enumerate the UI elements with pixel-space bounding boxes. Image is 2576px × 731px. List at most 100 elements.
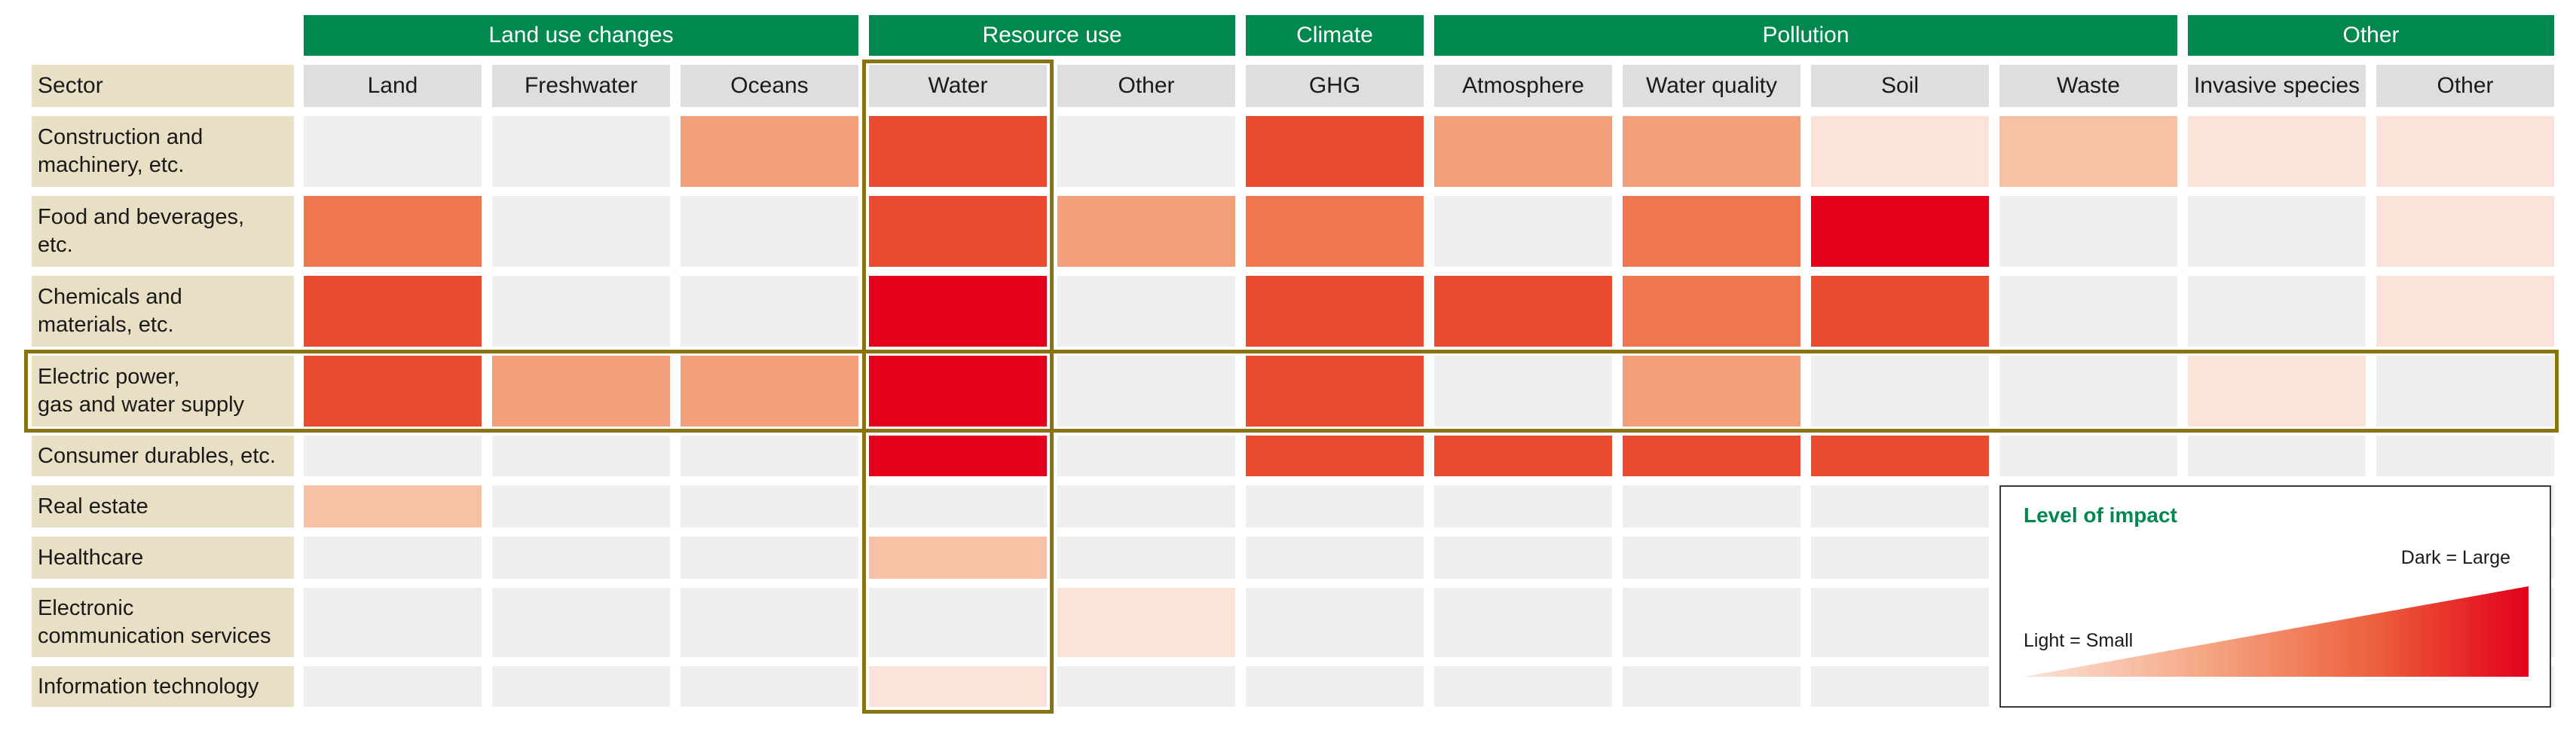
heatmap-cell-r1-c0 — [304, 196, 482, 267]
heatmap-cell-r4-c3 — [869, 436, 1047, 476]
heatmap-cell-r3-c4 — [1057, 356, 1235, 427]
heatmap-cell-r2-c0 — [304, 276, 482, 347]
heatmap-cell-r4-c10 — [2188, 436, 2366, 476]
group-header-pollution: Pollution — [1434, 15, 2177, 56]
column-header-invasive-species-10: Invasive species — [2188, 65, 2366, 107]
heatmap-cell-r3-c11 — [2376, 356, 2554, 427]
heatmap-cell-r6-c1 — [492, 537, 670, 579]
row-header-real-estate: Real estate — [32, 485, 294, 528]
heatmap-cell-r3-c1 — [492, 356, 670, 427]
heatmap-cell-r0-c3 — [869, 116, 1047, 187]
heatmap-cell-r1-c5 — [1246, 196, 1424, 267]
column-header-atmosphere-6: Atmosphere — [1434, 65, 1612, 107]
heatmap-cell-r4-c6 — [1434, 436, 1612, 476]
heatmap-cell-r3-c10 — [2188, 356, 2366, 427]
row-header-construction-and-machinery-etc: Construction and machinery, etc. — [32, 116, 294, 187]
heatmap-cell-r6-c5 — [1246, 537, 1424, 579]
row-header-consumer-durables-etc: Consumer durables, etc. — [32, 436, 294, 476]
heatmap-cell-r4-c2 — [681, 436, 858, 476]
heatmap-cell-r0-c10 — [2188, 116, 2366, 187]
heatmap-cell-r0-c4 — [1057, 116, 1235, 187]
heatmap-cell-r6-c2 — [681, 537, 858, 579]
heatmap-cell-r0-c7 — [1623, 116, 1800, 187]
legend-gradient-wedge — [2024, 586, 2529, 677]
heatmap-cell-r6-c7 — [1623, 537, 1800, 579]
heatmap-cell-r4-c0 — [304, 436, 482, 476]
heatmap-cell-r1-c9 — [1999, 196, 2177, 267]
heatmap-cell-r2-c10 — [2188, 276, 2366, 347]
row-header-information-technology: Information technology — [32, 666, 294, 707]
heatmap-cell-r4-c5 — [1246, 436, 1424, 476]
heatmap-cell-r4-c7 — [1623, 436, 1800, 476]
legend-light-label: Light = Small — [2024, 630, 2134, 651]
heatmap-cell-r5-c2 — [681, 485, 858, 528]
heatmap-cell-r0-c6 — [1434, 116, 1612, 187]
heatmap-cell-r8-c0 — [304, 666, 482, 707]
heatmap-cell-r2-c11 — [2376, 276, 2554, 347]
heatmap-cell-r4-c8 — [1811, 436, 1989, 476]
heatmap-cell-r3-c7 — [1623, 356, 1800, 427]
heatmap-cell-r8-c1 — [492, 666, 670, 707]
heatmap-cell-r7-c2 — [681, 588, 858, 657]
heatmap-cell-r1-c8 — [1811, 196, 1989, 267]
heatmap-cell-r7-c6 — [1434, 588, 1612, 657]
row-header-electric-power-gas-and-water-supply: Electric power, gas and water supply — [32, 356, 294, 427]
heatmap-cell-r7-c5 — [1246, 588, 1424, 657]
group-header-resource-use: Resource use — [869, 15, 1235, 56]
column-header-ghg-5: GHG — [1246, 65, 1424, 107]
heatmap-cell-r3-c8 — [1811, 356, 1989, 427]
heatmap-cell-r0-c1 — [492, 116, 670, 187]
heatmap-cell-r3-c9 — [1999, 356, 2177, 427]
sector-header: Sector — [32, 65, 294, 107]
heatmap-cell-r7-c3 — [869, 588, 1047, 657]
heatmap-cell-r1-c1 — [492, 196, 670, 267]
heatmap-cell-r3-c0 — [304, 356, 482, 427]
heatmap-cell-r2-c9 — [1999, 276, 2177, 347]
column-header-land-0: Land — [304, 65, 482, 107]
column-header-soil-8: Soil — [1811, 65, 1989, 107]
group-header-land-use-changes: Land use changes — [304, 15, 858, 56]
row-header-chemicals-and-materials-etc: Chemicals and materials, etc. — [32, 276, 294, 347]
heatmap-cell-r5-c0 — [304, 485, 482, 528]
heatmap-cell-r5-c4 — [1057, 485, 1235, 528]
heatmap-cell-r0-c8 — [1811, 116, 1989, 187]
heatmap-cell-r8-c4 — [1057, 666, 1235, 707]
heatmap-cell-r0-c5 — [1246, 116, 1424, 187]
heatmap-cell-r7-c1 — [492, 588, 670, 657]
heatmap-cell-r6-c4 — [1057, 537, 1235, 579]
heatmap-cell-r5-c1 — [492, 485, 670, 528]
column-header-waste-9: Waste — [1999, 65, 2177, 107]
heatmap-cell-r4-c4 — [1057, 436, 1235, 476]
heatmap-cell-r1-c11 — [2376, 196, 2554, 267]
heatmap-cell-r2-c3 — [869, 276, 1047, 347]
column-header-oceans-2: Oceans — [681, 65, 858, 107]
heatmap-cell-r2-c5 — [1246, 276, 1424, 347]
heatmap-cell-r3-c5 — [1246, 356, 1424, 427]
heatmap-cell-r8-c7 — [1623, 666, 1800, 707]
row-header-healthcare: Healthcare — [32, 537, 294, 579]
column-header-water-quality-7: Water quality — [1623, 65, 1800, 107]
heatmap-cell-r5-c7 — [1623, 485, 1800, 528]
heatmap-cell-r8-c3 — [869, 666, 1047, 707]
heatmap-cell-r4-c9 — [1999, 436, 2177, 476]
group-header-climate: Climate — [1246, 15, 1424, 56]
row-header-electronic-communication-services: Electronic communication services — [32, 588, 294, 657]
heatmap-cell-r5-c6 — [1434, 485, 1612, 528]
heatmap-cell-r1-c2 — [681, 196, 858, 267]
heatmap-cell-r4-c11 — [2376, 436, 2554, 476]
heatmap-cell-r5-c5 — [1246, 485, 1424, 528]
heatmap-cell-r7-c7 — [1623, 588, 1800, 657]
heatmap-cell-r4-c1 — [492, 436, 670, 476]
legend-title: Level of impact — [2024, 503, 2177, 527]
heatmap-cell-r6-c6 — [1434, 537, 1612, 579]
heatmap-cell-r8-c2 — [681, 666, 858, 707]
heatmap-cell-r1-c10 — [2188, 196, 2366, 267]
heatmap-cell-r2-c6 — [1434, 276, 1612, 347]
heatmap-cell-r6-c3 — [869, 537, 1047, 579]
heatmap-cell-r3-c2 — [681, 356, 858, 427]
heatmap-cell-r2-c8 — [1811, 276, 1989, 347]
column-header-other-4: Other — [1057, 65, 1235, 107]
heatmap-cell-r7-c0 — [304, 588, 482, 657]
heatmap-cell-r1-c3 — [869, 196, 1047, 267]
